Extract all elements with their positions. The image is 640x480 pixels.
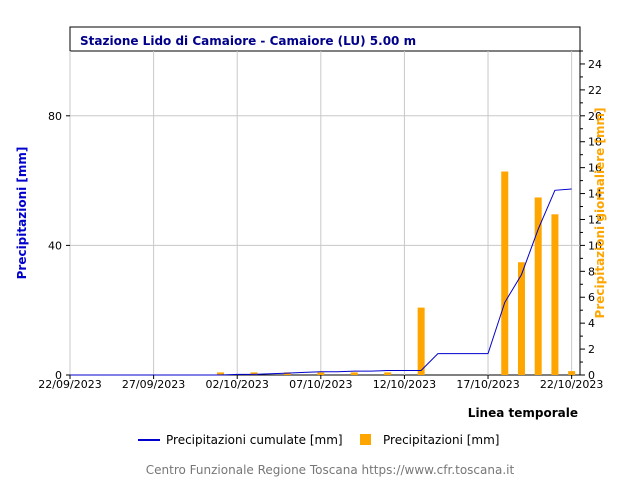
y-left-tick-label: 0 xyxy=(55,369,62,382)
bar-daily-precipitation xyxy=(551,214,559,375)
bar-daily-precipitation xyxy=(384,372,392,375)
y-right-tick-label: 16 xyxy=(588,162,602,175)
x-tick-label: 02/10/2023 xyxy=(206,378,269,391)
legend-bar-swatch xyxy=(360,434,371,445)
y-left-tick-label: 40 xyxy=(48,239,62,252)
title-bar xyxy=(69,26,581,52)
plot-area xyxy=(69,50,581,376)
chart-title: Stazione Lido di Camaiore - Camaiore (LU… xyxy=(80,34,416,48)
y-right-tick-label: 0 xyxy=(588,369,595,382)
x-tick-label: 22/09/2023 xyxy=(38,378,101,391)
y-left-axis-ticks: 0 40 80 xyxy=(48,110,70,382)
legend: Precipitazioni cumulate [mm] Precipitazi… xyxy=(138,433,500,447)
y-right-tick-label: 8 xyxy=(588,265,595,278)
x-tick-label: 12/10/2023 xyxy=(373,378,436,391)
y-right-tick-label: 2 xyxy=(588,343,595,356)
y-right-tick-label: 24 xyxy=(588,58,602,71)
bar-daily-precipitation xyxy=(568,371,576,375)
x-axis-title: Linea temporale xyxy=(468,406,578,420)
y-right-tick-label: 6 xyxy=(588,291,595,304)
bar-daily-precipitation xyxy=(250,372,258,375)
bar-daily-precipitation xyxy=(216,372,224,375)
y-right-tick-label: 20 xyxy=(588,110,602,123)
x-tick-label: 07/10/2023 xyxy=(289,378,352,391)
bar-series xyxy=(216,171,576,375)
x-axis-ticks: 22/09/2023 27/09/2023 02/10/2023 07/10/2023… xyxy=(38,375,603,391)
y-left-tick-label: 80 xyxy=(48,110,62,123)
y-right-axis-title: Precipitazioni giornaliere [mm] xyxy=(593,108,607,319)
bar-daily-precipitation xyxy=(534,197,542,375)
y-right-tick-label: 12 xyxy=(588,213,602,226)
bar-daily-precipitation xyxy=(417,307,425,375)
legend-label-daily: Precipitazioni [mm] xyxy=(383,433,500,447)
y-right-tick-label: 18 xyxy=(588,136,602,149)
line-cumulative-precipitation xyxy=(70,188,572,376)
x-tick-label: 27/09/2023 xyxy=(122,378,185,391)
x-tick-label: 22/10/2023 xyxy=(540,378,603,391)
legend-label-cumulative: Precipitazioni cumulate [mm] xyxy=(166,433,343,447)
y-left-axis-title: Precipitazioni [mm] xyxy=(15,147,29,280)
bar-daily-precipitation xyxy=(350,372,358,375)
y-right-tick-label: 4 xyxy=(588,317,595,330)
bar-daily-precipitation xyxy=(283,372,291,375)
bar-daily-precipitation xyxy=(501,171,509,375)
y-right-tick-label: 14 xyxy=(588,188,602,201)
y-right-tick-label: 22 xyxy=(588,84,602,97)
y-right-tick-label: 10 xyxy=(588,239,602,252)
bar-daily-precipitation xyxy=(517,262,525,375)
bar-daily-precipitation xyxy=(317,372,325,375)
footer-credit: Centro Funzionale Regione Toscana https:… xyxy=(146,463,515,477)
line-series xyxy=(70,188,572,376)
grid-lines xyxy=(69,51,580,375)
x-tick-label: 17/10/2023 xyxy=(456,378,519,391)
